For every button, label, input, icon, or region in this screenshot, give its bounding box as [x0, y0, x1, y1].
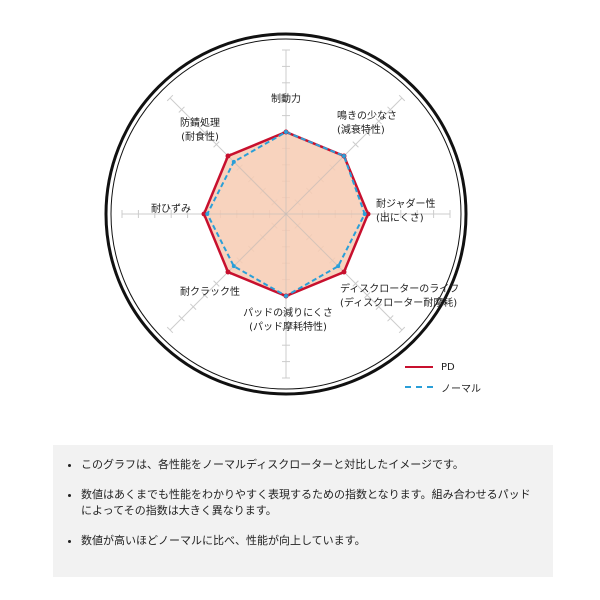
axis-label-distortion: 耐ひずみ: [151, 204, 191, 215]
axis-tick: [387, 106, 394, 113]
note-item: 数値が高いほどノーマルに比べ、性能が向上しています。: [81, 533, 537, 549]
normal-point: [205, 212, 210, 216]
axis-line-overlay: [227, 213, 287, 273]
legend: PD ノーマル: [405, 357, 481, 397]
axis-tick: [398, 94, 406, 102]
axis-line-overlay: [285, 155, 345, 215]
axis-tick: [201, 291, 209, 299]
pd-point: [225, 153, 231, 159]
legend-label: ノーマル: [441, 383, 481, 395]
axis-tick: [398, 326, 406, 334]
axis-label-judder: 耐ジャダー性 (出にくさ): [376, 199, 436, 224]
axis-tick: [190, 303, 197, 310]
axis-label-braking: 制動力: [271, 94, 301, 105]
axis-tick: [387, 315, 394, 322]
axis-label-rotor-life: ディスクローターのライフ (ディスクローター耐摩耗): [340, 284, 460, 309]
inner-ring: [110, 38, 462, 390]
axis-line-overlay: [285, 213, 345, 273]
pd-point: [201, 211, 207, 217]
axis-tick: [363, 129, 371, 137]
normal-point: [231, 159, 236, 164]
axis-label-pad-wear: パッドの減りにくさ (パッド摩耗特性): [243, 308, 333, 333]
normal-point: [284, 294, 288, 298]
axis-label-noise: 鳴きの少なさ (減衰特性): [337, 111, 397, 136]
legend-item-pd: PD: [405, 357, 481, 377]
outer-ring: [104, 32, 468, 396]
axis-tick: [178, 315, 185, 322]
axis-tick: [213, 280, 220, 287]
notes-box: このグラフは、各性能をノーマルディスクローターと対比したイメージです。 数値はあ…: [53, 445, 553, 577]
axis-tick: [363, 291, 371, 299]
axis-tick: [352, 280, 359, 287]
axis-tick: [201, 129, 209, 137]
axis-tick: [375, 303, 382, 310]
axis-tick: [213, 141, 220, 148]
axis-tick: [178, 106, 185, 113]
axis-tick: [375, 118, 382, 125]
pd-point: [341, 269, 347, 275]
axis-label-crack: 耐クラック性: [180, 287, 240, 298]
note-item: 数値はあくまでも性能をわかりやすく表現するための指数となります。組み合わせるパッ…: [81, 487, 537, 519]
axis-tick: [190, 118, 197, 125]
normal-point: [284, 130, 288, 134]
axis-tick: [166, 94, 174, 102]
normal-point: [362, 212, 367, 216]
normal-point: [231, 264, 236, 269]
radar-chart: [104, 32, 468, 396]
legend-item-normal: ノーマル: [405, 377, 481, 397]
normal-point: [336, 264, 341, 269]
legend-label: PD: [441, 361, 455, 373]
normal-point: [341, 154, 346, 159]
axis-line-overlay: [227, 155, 287, 215]
pd-point: [365, 211, 371, 217]
note-item: このグラフは、各性能をノーマルディスクローターと対比したイメージです。: [81, 457, 537, 473]
pd-point: [225, 269, 231, 275]
axis-tick: [352, 141, 359, 148]
axis-tick: [166, 326, 174, 334]
axis-label-corrosion: 防錆処理 (耐食性): [180, 118, 220, 143]
